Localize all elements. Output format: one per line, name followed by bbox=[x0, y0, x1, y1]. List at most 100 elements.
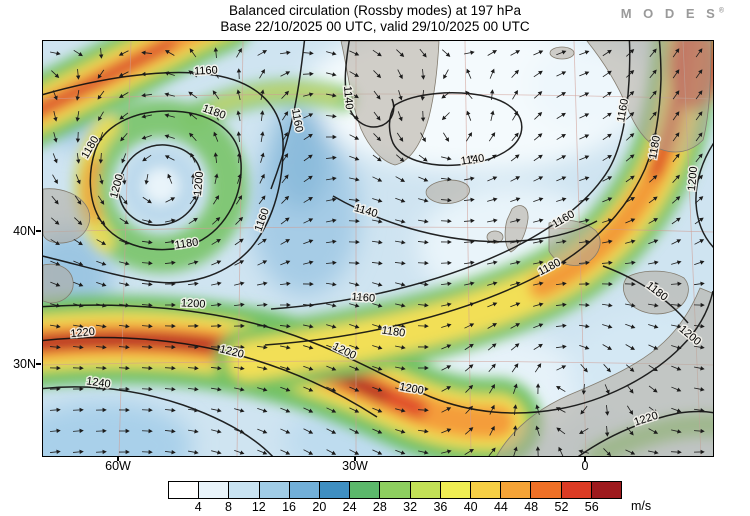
wind-arrow bbox=[302, 303, 314, 308]
contour-label: 1200 bbox=[398, 381, 424, 397]
wind-arrow bbox=[602, 112, 612, 120]
wind-arrow bbox=[579, 71, 590, 77]
wind-arrow bbox=[694, 239, 705, 245]
wind-arrow bbox=[624, 281, 636, 287]
wind-arrow bbox=[693, 302, 705, 308]
wind-arrow bbox=[260, 131, 265, 142]
wind-arrow bbox=[419, 48, 427, 58]
wind-arrow bbox=[464, 323, 475, 329]
wind-arrow bbox=[672, 174, 680, 183]
wind-arrow bbox=[510, 302, 521, 308]
wind-arrow bbox=[211, 281, 222, 286]
wind-arrow bbox=[213, 152, 218, 164]
wind-arrow bbox=[144, 174, 149, 185]
wind-arrow bbox=[395, 197, 406, 203]
wind-arrow bbox=[257, 238, 267, 246]
wind-arrow bbox=[373, 111, 381, 121]
wind-arrow bbox=[280, 366, 291, 371]
wind-arrow bbox=[626, 133, 635, 141]
colorbar-cell bbox=[440, 482, 472, 498]
axis-tick bbox=[117, 456, 119, 461]
wind-arrow bbox=[236, 89, 241, 100]
wind-arrow bbox=[556, 50, 567, 56]
wind-arrow bbox=[164, 323, 176, 329]
colorbar-cell bbox=[229, 482, 260, 498]
wind-arrow bbox=[236, 68, 242, 80]
wind-arrow bbox=[280, 71, 291, 77]
wind-arrow bbox=[649, 48, 657, 58]
wind-arrow bbox=[118, 50, 129, 56]
wind-arrow bbox=[603, 448, 612, 456]
wind-arrow bbox=[141, 281, 153, 287]
wind-arrow bbox=[210, 344, 222, 350]
wind-arrow bbox=[118, 386, 130, 392]
wind-arrow bbox=[624, 260, 636, 265]
chart-subtitle: Base 22/10/2025 00 UTC, valid 29/10/2025… bbox=[220, 19, 530, 34]
wind-arrow bbox=[672, 196, 681, 204]
wind-arrow bbox=[256, 345, 268, 350]
axis-tick bbox=[354, 456, 356, 461]
wind-arrow bbox=[556, 155, 567, 161]
wind-arrow bbox=[141, 134, 152, 140]
wind-arrow bbox=[120, 132, 128, 142]
wind-arrow bbox=[236, 110, 241, 121]
colorbar-cell bbox=[350, 482, 381, 498]
wind-arrow bbox=[440, 197, 452, 203]
wind-arrow bbox=[211, 450, 222, 455]
wind-arrow bbox=[533, 70, 543, 78]
wind-arrow bbox=[257, 281, 268, 286]
wind-arrow bbox=[533, 281, 544, 286]
wind-arrow bbox=[487, 302, 498, 308]
wind-arrow bbox=[260, 152, 265, 163]
colorbar-tick-label: 40 bbox=[463, 500, 478, 514]
wind-arrow bbox=[349, 282, 360, 287]
wind-arrow bbox=[187, 323, 199, 329]
wind-arrow bbox=[649, 132, 657, 142]
wind-arrow bbox=[579, 92, 590, 98]
contour-label: 1140 bbox=[341, 85, 355, 110]
wind-arrow bbox=[95, 407, 107, 413]
wind-arrow bbox=[259, 69, 265, 79]
wind-arrow bbox=[73, 260, 84, 266]
wind-arrow bbox=[441, 302, 452, 307]
wind-arrow bbox=[49, 365, 61, 371]
wind-arrow bbox=[260, 110, 265, 122]
wind-arrow bbox=[122, 173, 127, 185]
wind-arrow bbox=[695, 111, 703, 121]
colorbar-cell bbox=[561, 482, 592, 498]
wind-arrow bbox=[672, 132, 680, 142]
wind-arrow bbox=[256, 302, 268, 308]
landmass-north-africa bbox=[496, 287, 713, 456]
wind-arrow bbox=[141, 407, 153, 413]
wind-arrow bbox=[533, 197, 544, 203]
colorbar-tick-label: 32 bbox=[403, 500, 418, 514]
wind-arrow bbox=[464, 281, 475, 286]
wind-arrow bbox=[326, 324, 337, 329]
wind-arrow bbox=[234, 429, 245, 434]
wind-arrow bbox=[258, 217, 267, 225]
wind-arrow bbox=[556, 386, 566, 392]
modes-logo: M O D E S® bbox=[621, 6, 724, 21]
contour-label: 1220 bbox=[70, 326, 96, 340]
wind-arrow bbox=[625, 449, 636, 455]
wind-arrow bbox=[534, 91, 543, 99]
wind-arrow bbox=[580, 363, 588, 373]
wind-arrow bbox=[671, 407, 682, 413]
lon-label-60w: 60W bbox=[105, 459, 131, 473]
wind-arrow bbox=[164, 344, 176, 350]
wind-arrow bbox=[441, 156, 452, 161]
wind-arrow bbox=[672, 48, 680, 58]
colorbar-cell bbox=[169, 482, 200, 498]
wind-arrow bbox=[50, 239, 60, 246]
wind-arrow bbox=[602, 324, 613, 329]
wind-arrow bbox=[442, 49, 451, 57]
colorbar-cell bbox=[471, 482, 502, 498]
wind-arrow bbox=[556, 427, 566, 435]
wind-arrow bbox=[348, 218, 360, 224]
wind-arrow bbox=[164, 71, 175, 76]
wind-arrow bbox=[625, 175, 635, 183]
wind-arrow bbox=[556, 176, 567, 182]
wind-arrow bbox=[397, 69, 403, 80]
wind-arrow bbox=[602, 176, 613, 182]
